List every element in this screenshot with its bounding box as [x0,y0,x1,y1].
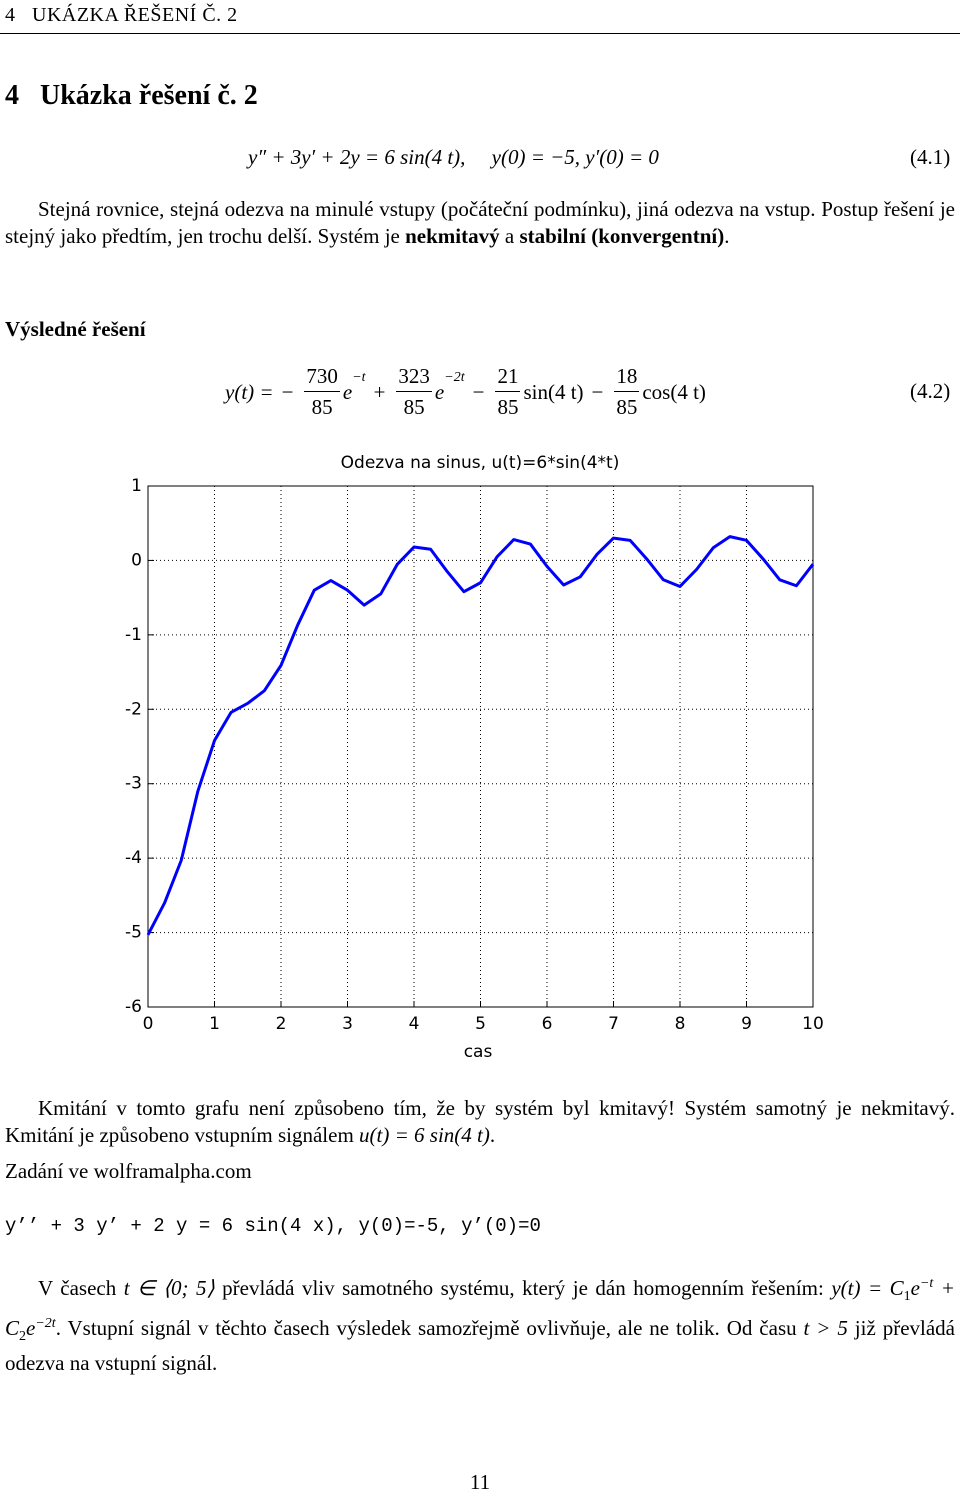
text: převládá vliv samotného systému, který j… [214,1276,832,1300]
y-tick-label: 1 [131,476,142,496]
text: . [489,1123,496,1147]
subheading: Výsledné řešení [5,317,146,341]
exponent: −t [352,370,366,385]
text: Kmitání v tomto grafu není způsobeno tím… [5,1096,955,1147]
math: + C [5,1276,955,1341]
fraction: 730 85 [304,364,340,420]
x-tick-label: 4 [409,1014,420,1034]
equation-label: (4.2) [910,379,951,403]
x-axis-label: cas [464,1042,493,1062]
x-tick-label: 2 [276,1014,287,1034]
text: V časech [38,1276,124,1300]
emphasis: nekmitavý [405,224,500,248]
source-line: Zadání ve wolframalpha.com [5,1159,252,1183]
x-tick-label: 0 [143,1014,154,1034]
operator: − [472,379,485,404]
math: e [26,1316,36,1341]
text: Stejná rovnice, stejná odezva na minulé … [5,197,955,248]
math: 1 [903,1289,911,1305]
running-header: 4 UKÁZKA ŘEŠENÍ Č. 2 [5,4,238,26]
text: již převládá odezva na vstupní signál. [5,1316,955,1376]
operator: − [281,379,294,404]
math: u(t) = 6 sin(4 t) [359,1123,490,1147]
term: e [342,379,353,404]
denominator: 85 [311,395,333,419]
equation: y(t) = −730 85 e −t +323 85 e −2t −21 85 sin(4 t) −… [225,364,706,420]
plot-frame [147,485,814,1008]
math: y(t) = C [831,1276,904,1300]
x-tick-label: 5 [475,1014,486,1034]
operator: + [373,379,386,404]
numerator: 730 [304,364,340,392]
page-number: 11 [469,1470,491,1494]
numerator: 18 [614,364,640,392]
fraction: 21 85 [495,364,521,420]
denominator: 85 [616,395,638,419]
y-tick-label: 0 [131,550,142,570]
equation: y″ + 3y′ + 2y = 6 sin(4 t), y(0) = −5, y… [248,145,659,169]
fraction: 323 85 [396,364,432,420]
chart: Odezva na sinus, u(t)=6*sin(4*t) cas -6 -… [125,453,824,1062]
math: t > 5 [803,1316,848,1341]
fraction: 18 85 [614,364,640,420]
math: e [910,1276,920,1300]
x-tick-label: 9 [741,1014,752,1034]
x-tick-label: 10 [802,1014,824,1034]
exponent: −2t [444,370,465,385]
y-tick-label: -6 [125,997,142,1017]
term: sin(4 t) [523,379,584,404]
denominator: 85 [403,395,425,419]
y-tick-label: -2 [125,699,142,719]
x-tick-label: 3 [342,1014,353,1034]
term: e [434,379,445,404]
math: −t [919,1276,934,1291]
x-tick-label: 7 [608,1014,619,1034]
text: . Vstupní signál v těchto časech výslede… [55,1316,804,1341]
y-tick-label: -3 [125,774,142,794]
math: t ∈ ⟨0; 5⟩ [123,1276,215,1300]
text: a [499,224,520,248]
denominator: 85 [497,395,519,419]
math: −2t [35,1316,56,1332]
header-rule [0,33,960,34]
y-tick-label: -1 [125,625,142,645]
equation-lhs: y(t) = [225,379,274,404]
numerator: 21 [495,364,521,392]
y-tick-label: -4 [125,848,142,868]
y-tick-label: -5 [125,923,142,943]
data-line [146,535,815,936]
numerator: 323 [396,364,432,392]
chart-title: Odezva na sinus, u(t)=6*sin(4*t) [341,453,620,473]
x-tick-label: 6 [542,1014,553,1034]
text: . [724,224,730,248]
emphasis: stabilní (konvergentní) [519,224,725,248]
x-tick-label: 1 [209,1014,220,1034]
term: cos(4 t) [642,379,706,404]
operator: − [591,379,604,404]
paragraph: Stejná rovnice, stejná odezva na minulé … [5,196,955,250]
x-tick-label: 8 [675,1014,686,1034]
section-title: 4 Ukázka řešení č. 2 [5,80,258,111]
code-line: y’’ + 3 y’ + 2 y = 6 sin(4 x), y(0)=-5, … [5,1215,541,1237]
paragraph: Kmitání v tomto grafu není způsobeno tím… [5,1095,955,1149]
paragraph: V časech t ∈ ⟨0; 5⟩ převládá vliv samotn… [5,1270,955,1377]
equation-label: (4.1) [910,145,951,169]
math: 2 [19,1329,27,1345]
